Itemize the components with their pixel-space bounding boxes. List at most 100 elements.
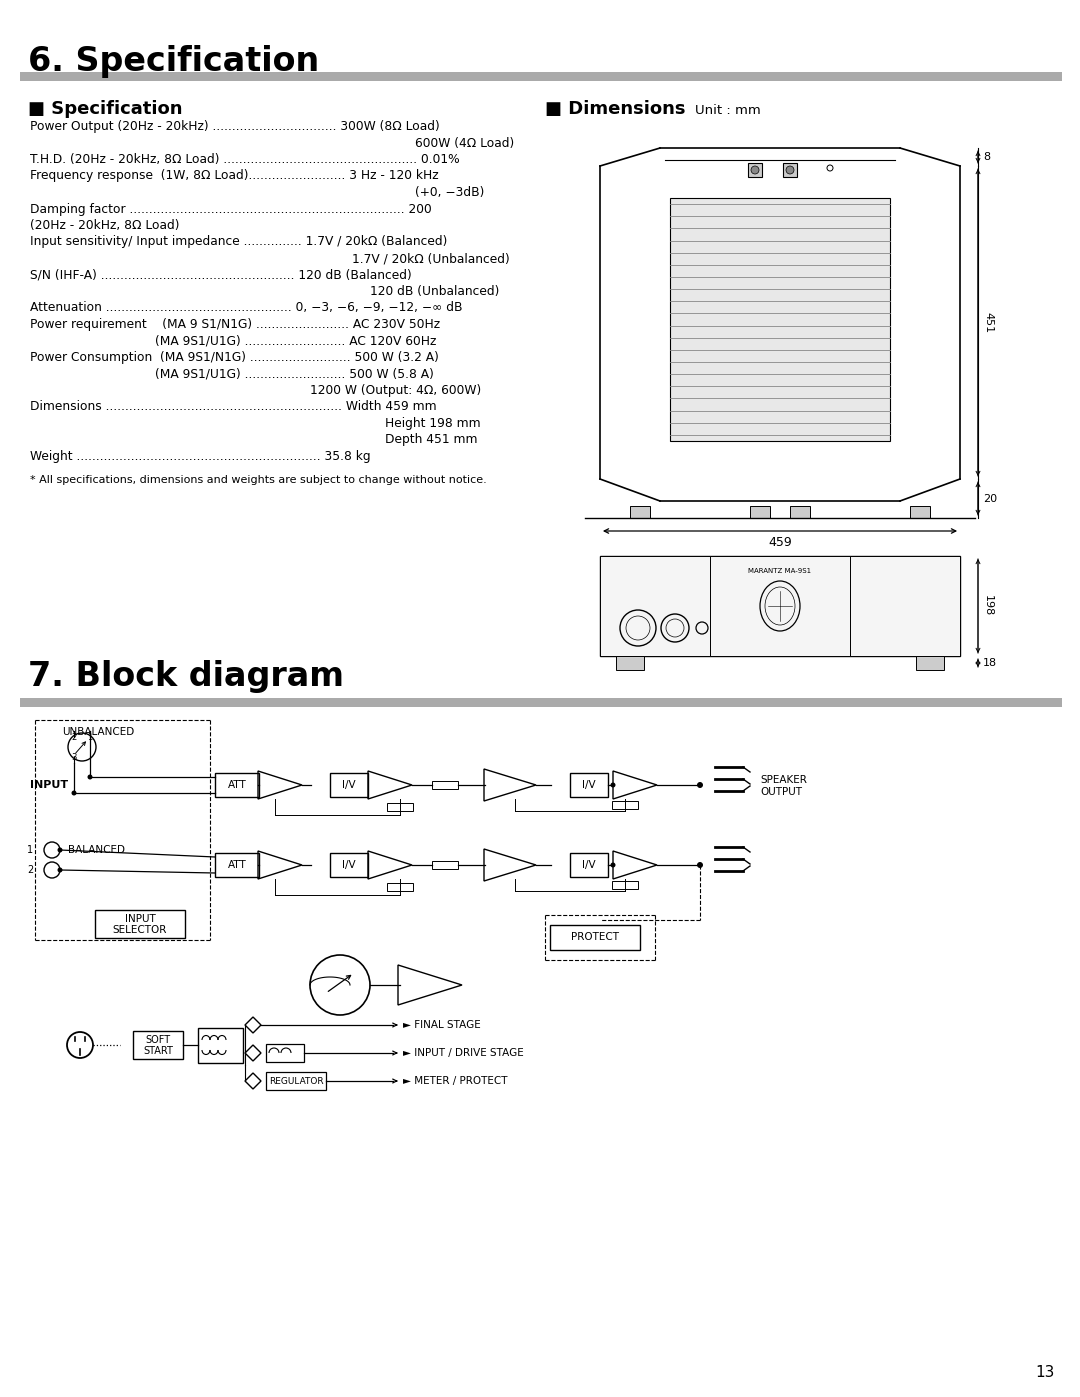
Text: 20: 20 (983, 493, 997, 503)
Text: Frequency response  (1W, 8Ω Load)......................... 3 Hz - 120 kHz: Frequency response (1W, 8Ω Load)........… (30, 169, 438, 183)
Text: I/V: I/V (582, 780, 596, 789)
Text: T.H.D. (20Hz - 20kHz, 8Ω Load) .................................................: T.H.D. (20Hz - 20kHz, 8Ω Load) .........… (30, 154, 460, 166)
Text: INPUT: INPUT (30, 780, 68, 789)
Bar (910, 506, 930, 518)
Text: 7. Block diagram: 7. Block diagram (28, 659, 345, 693)
Bar (133, 1031, 183, 1059)
Text: Weight ............................................................... 35.8 kg: Weight .................................… (30, 450, 370, 462)
Circle shape (751, 166, 759, 175)
Text: Power Consumption  (MA 9S1/N1G) .......................... 500 W (3.2 A): Power Consumption (MA 9S1/N1G) .........… (30, 351, 438, 365)
Bar (710, 556, 850, 657)
Bar (600, 556, 960, 657)
Text: 1: 1 (87, 732, 93, 742)
Text: ► INPUT / DRIVE STAGE: ► INPUT / DRIVE STAGE (403, 1048, 524, 1058)
Text: 8: 8 (983, 152, 990, 162)
Circle shape (87, 774, 93, 780)
Bar (570, 854, 608, 877)
Text: PROTECT: PROTECT (571, 932, 619, 942)
Text: Unit : mm: Unit : mm (696, 103, 760, 117)
Text: 3: 3 (71, 753, 77, 761)
Text: ■ Dimensions: ■ Dimensions (545, 101, 686, 117)
Text: ATT: ATT (228, 861, 246, 870)
Bar (630, 506, 650, 518)
Text: Depth 451 mm: Depth 451 mm (384, 433, 477, 447)
Bar (266, 1071, 326, 1090)
Text: OUTPUT: OUTPUT (760, 787, 802, 798)
Text: (20Hz - 20kHz, 8Ω Load): (20Hz - 20kHz, 8Ω Load) (30, 219, 179, 232)
Text: Attenuation ................................................ 0, −3, −6, −9, −12,: Attenuation ............................… (30, 302, 462, 314)
Text: S/N (IHF-A) .................................................. 120 dB (Balanced): S/N (IHF-A) ............................… (30, 268, 411, 282)
Text: Damping factor .................................................................: Damping factor .........................… (30, 203, 432, 215)
Text: * All specifications, dimensions and weights are subject to change without notic: * All specifications, dimensions and wei… (30, 475, 487, 485)
Text: INPUT: INPUT (124, 914, 156, 923)
Bar (21, 698, 1062, 707)
Text: Power requirement    (MA 9 S1/N1G) ........................ AC 230V 50Hz: Power requirement (MA 9 S1/N1G) ........… (30, 319, 441, 331)
Text: 120 dB (Unbalanced): 120 dB (Unbalanced) (370, 285, 499, 298)
Text: I/V: I/V (582, 861, 596, 870)
Text: 18: 18 (983, 658, 997, 668)
Bar (330, 773, 368, 798)
Circle shape (71, 791, 77, 795)
Bar (600, 556, 710, 657)
Text: Height 198 mm: Height 198 mm (384, 416, 481, 430)
Text: 2: 2 (27, 865, 33, 875)
Text: ► FINAL STAGE: ► FINAL STAGE (403, 1020, 481, 1030)
Circle shape (697, 862, 703, 868)
Bar (916, 657, 944, 671)
Text: MARANTZ MA-9S1: MARANTZ MA-9S1 (748, 569, 811, 574)
Text: 600W (4Ω Load): 600W (4Ω Load) (415, 137, 514, 149)
Text: Dimensions ............................................................. Width 4: Dimensions .............................… (30, 401, 436, 414)
Bar (789, 506, 810, 518)
Bar (330, 854, 368, 877)
Bar (432, 861, 458, 869)
Text: (MA 9S1/U1G) .......................... AC 120V 60Hz: (MA 9S1/U1G) .......................... … (156, 334, 436, 348)
Text: BALANCED: BALANCED (68, 845, 125, 855)
Bar (198, 1028, 243, 1063)
Circle shape (57, 848, 63, 852)
Text: SOFT: SOFT (146, 1035, 171, 1045)
Bar (570, 773, 608, 798)
Text: REGULATOR: REGULATOR (269, 1077, 323, 1085)
Bar (215, 773, 259, 798)
Bar (387, 883, 413, 891)
Text: (+0, −3dB): (+0, −3dB) (415, 186, 484, 198)
Text: SPEAKER: SPEAKER (760, 775, 807, 785)
Text: ■ Specification: ■ Specification (28, 101, 183, 117)
Text: START: START (143, 1046, 173, 1056)
Bar (21, 73, 1062, 81)
Text: I/V: I/V (342, 780, 355, 789)
Text: 6. Specification: 6. Specification (28, 45, 320, 78)
Circle shape (57, 868, 63, 873)
Bar (616, 657, 644, 671)
Bar (432, 781, 458, 789)
Bar (266, 1044, 303, 1062)
Text: 451: 451 (983, 312, 993, 332)
Text: 1.7V / 20kΩ (Unbalanced): 1.7V / 20kΩ (Unbalanced) (352, 251, 510, 265)
Text: Power Output (20Hz - 20kHz) ................................ 300W (8Ω Load): Power Output (20Hz - 20kHz) ............… (30, 120, 440, 133)
Text: 1: 1 (27, 845, 33, 855)
Bar (850, 556, 960, 657)
Bar (612, 800, 638, 809)
Bar (215, 854, 259, 877)
Circle shape (610, 782, 616, 788)
Text: 459: 459 (768, 536, 792, 549)
Text: Input sensitivity/ Input impedance ............... 1.7V / 20kΩ (Balanced): Input sensitivity/ Input impedance .....… (30, 236, 447, 249)
Bar (387, 803, 413, 812)
Circle shape (697, 782, 703, 788)
Bar (783, 163, 797, 177)
Bar (750, 506, 770, 518)
Text: ATT: ATT (228, 780, 246, 789)
Bar (612, 882, 638, 888)
Text: 198: 198 (983, 595, 993, 616)
Bar (670, 198, 890, 441)
Bar (748, 163, 762, 177)
Circle shape (786, 166, 794, 175)
Bar (95, 909, 185, 937)
Text: (MA 9S1/U1G) .......................... 500 W (5.8 A): (MA 9S1/U1G) .......................... … (156, 367, 434, 380)
Text: UNBALANCED: UNBALANCED (62, 726, 134, 738)
Bar (550, 925, 640, 950)
Text: ► METER / PROTECT: ► METER / PROTECT (403, 1076, 508, 1085)
Text: SELECTOR: SELECTOR (112, 925, 167, 935)
Circle shape (610, 862, 616, 868)
Text: 13: 13 (1036, 1365, 1055, 1380)
